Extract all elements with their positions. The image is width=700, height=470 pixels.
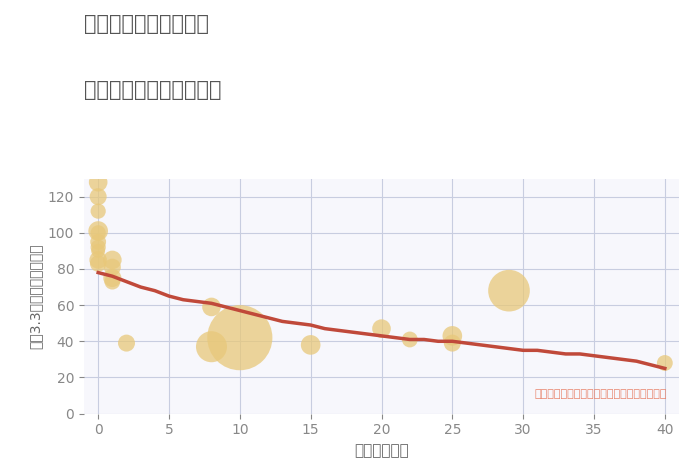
Text: 愛知県一宮市牛野通の: 愛知県一宮市牛野通の bbox=[84, 14, 209, 34]
Text: 円の大きさは、取引のあった物件面積を示す: 円の大きさは、取引のあった物件面積を示す bbox=[535, 390, 667, 400]
Text: 築年数別中古戸建て価格: 築年数別中古戸建て価格 bbox=[84, 80, 221, 100]
Point bbox=[447, 339, 458, 347]
Point bbox=[106, 263, 118, 271]
Y-axis label: 坪（3.3㎡）単価（万円）: 坪（3.3㎡）単価（万円） bbox=[28, 243, 42, 349]
X-axis label: 築年数（年）: 築年数（年） bbox=[354, 443, 409, 458]
Point bbox=[92, 260, 104, 267]
Point bbox=[404, 336, 415, 343]
Point bbox=[503, 287, 514, 294]
Point bbox=[92, 193, 104, 200]
Point bbox=[305, 341, 316, 349]
Point bbox=[206, 303, 217, 311]
Point bbox=[106, 278, 118, 285]
Point bbox=[92, 227, 104, 235]
Point bbox=[659, 359, 671, 367]
Point bbox=[92, 238, 104, 246]
Point bbox=[106, 256, 118, 264]
Point bbox=[92, 229, 104, 236]
Point bbox=[206, 343, 217, 351]
Point bbox=[106, 274, 118, 282]
Point bbox=[447, 332, 458, 340]
Point bbox=[92, 256, 104, 264]
Point bbox=[92, 247, 104, 255]
Point bbox=[92, 207, 104, 215]
Point bbox=[121, 339, 132, 347]
Point bbox=[92, 243, 104, 251]
Point bbox=[92, 179, 104, 186]
Point bbox=[376, 325, 387, 332]
Point bbox=[234, 334, 246, 341]
